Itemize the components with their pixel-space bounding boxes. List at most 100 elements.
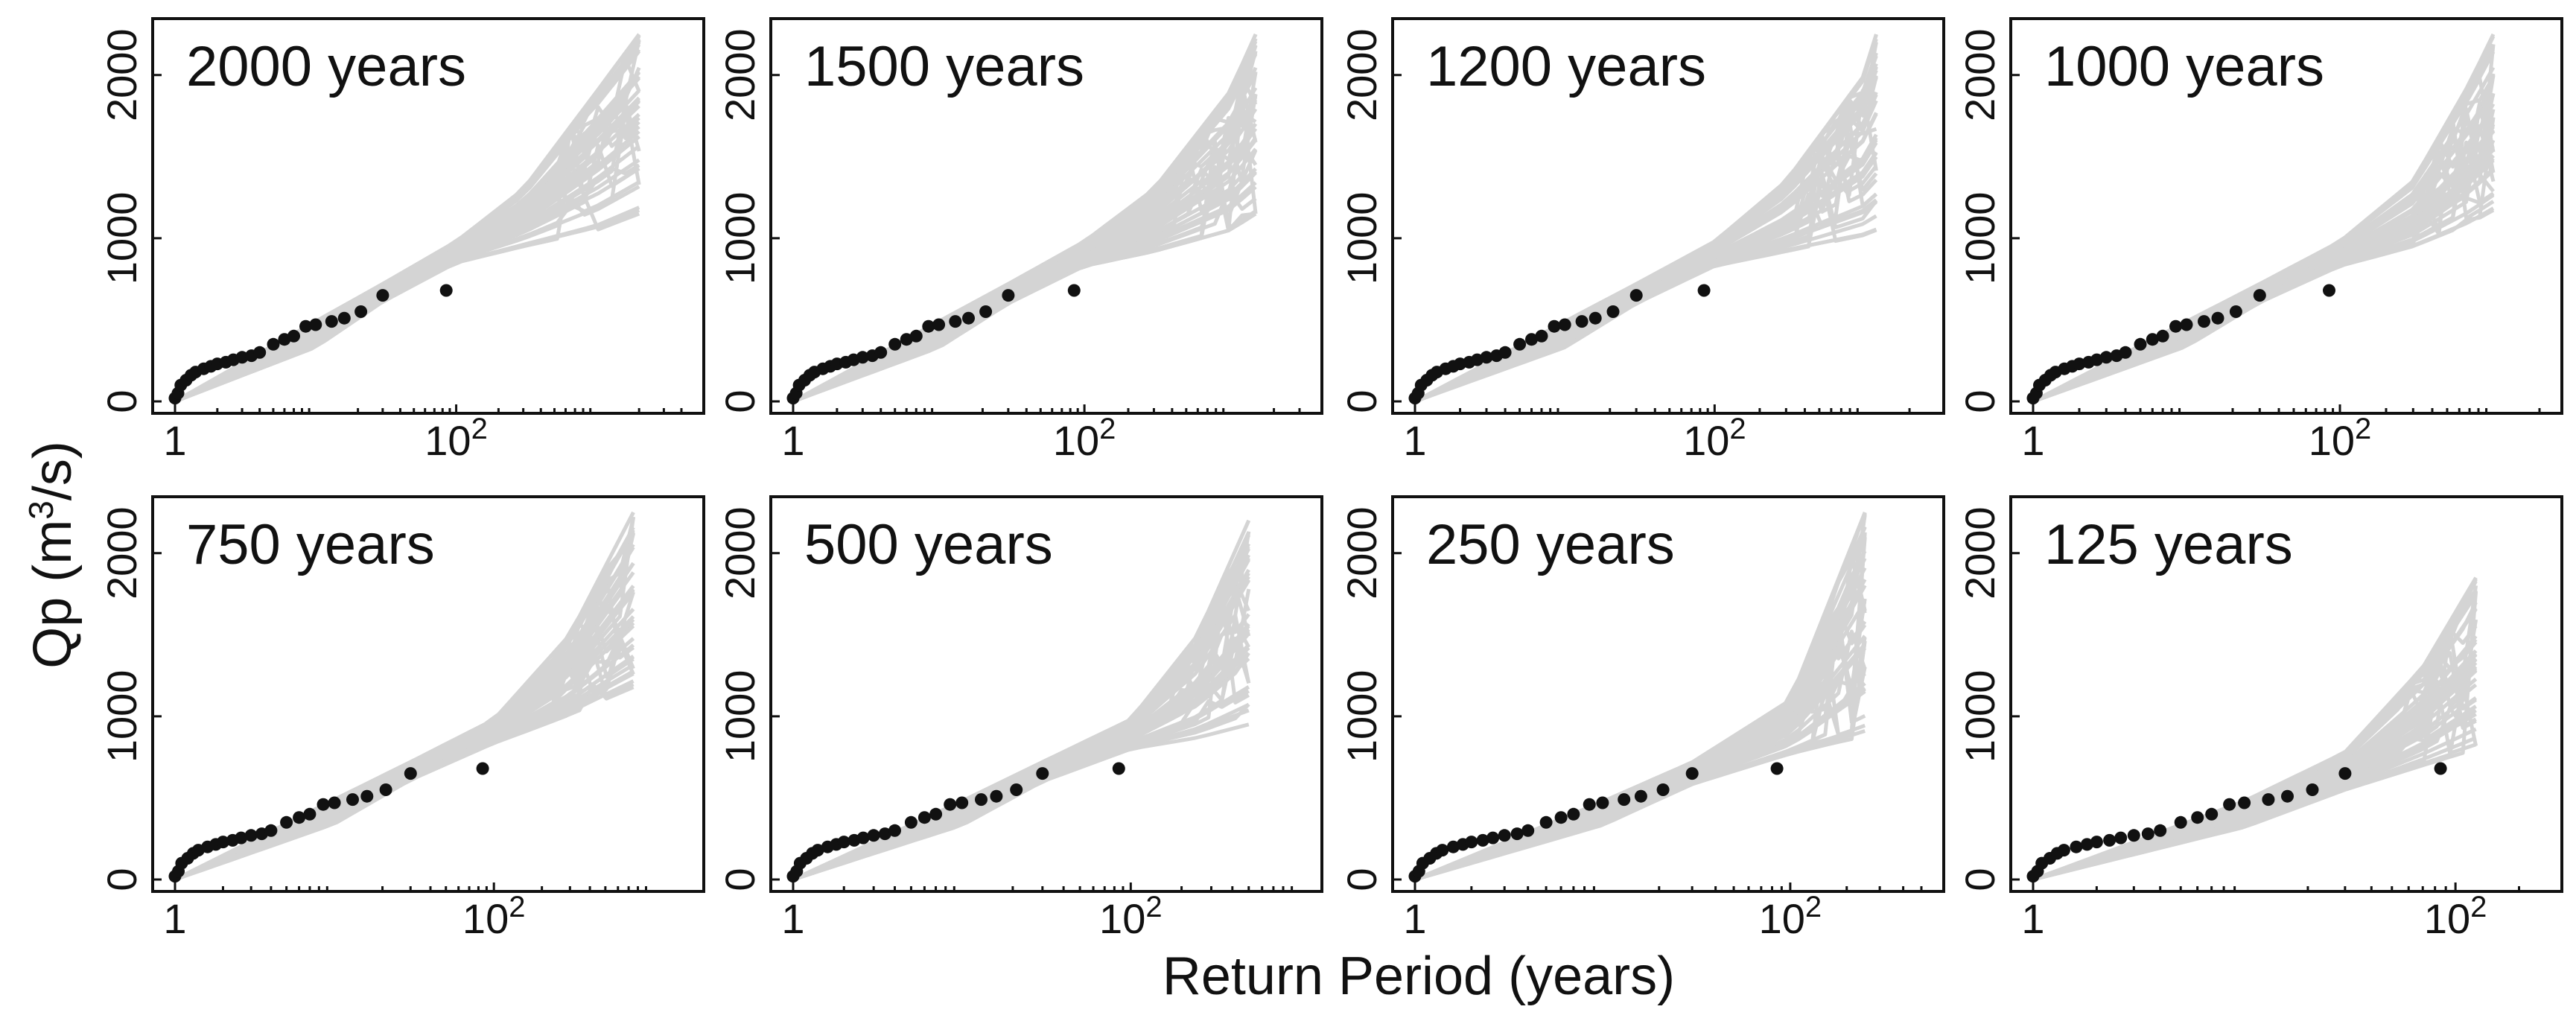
simulated-series-line [174, 562, 635, 882]
x-tick-label: 1 [2021, 417, 2044, 464]
observed-point [244, 829, 258, 842]
y-tick-label: 2000 [98, 506, 145, 599]
observed-point [1010, 783, 1023, 796]
panel-title: 125 years [2044, 513, 2293, 576]
simulated-series-line [792, 557, 1251, 882]
y-tick-label: 2000 [98, 28, 145, 121]
observed-point [235, 831, 248, 845]
observed-point [303, 807, 317, 821]
observed-point [874, 346, 888, 359]
y-tick-label: 0 [1956, 868, 2003, 891]
observed-point [1036, 767, 1049, 780]
y-axis-title: Qp (m3/s) [22, 441, 83, 669]
observed-point [2114, 831, 2128, 845]
observed-point [2229, 305, 2242, 318]
y-tick-label: 0 [1956, 389, 2003, 413]
simulated-series-line [792, 44, 1258, 404]
axes-frame [769, 17, 1323, 415]
simulated-series-line [1413, 100, 1878, 404]
simulated-series-line [792, 554, 1251, 882]
y-tick-label: 2000 [716, 506, 763, 599]
simulated-series-line [792, 98, 1258, 404]
x-tick-label: 1 [163, 417, 186, 464]
observed-point [2070, 840, 2083, 853]
observed-point [2205, 807, 2219, 821]
simulated-series-line [174, 562, 635, 882]
y-tick-label: 2000 [1338, 28, 1385, 121]
y-tick-label: 2000 [1338, 506, 1385, 599]
observed-point [217, 836, 229, 849]
simulated-series-line [2032, 669, 2478, 882]
axes-frame [1391, 17, 1945, 415]
observed-point [1446, 840, 1460, 853]
x-tick-label: 102 [2309, 413, 2372, 464]
observed-point [235, 351, 249, 364]
observed-point [1521, 824, 1535, 837]
y-axis-title-main: Qp (m [23, 520, 83, 669]
simulated-series-group [792, 519, 1251, 882]
panel-title: 250 years [1426, 513, 1675, 576]
observed-point [949, 315, 962, 328]
simulated-series-line [792, 94, 1258, 404]
y-tick-label: 1000 [98, 670, 145, 763]
panel-8: 125 years 0 1000 2000 1 102 [1956, 495, 2563, 942]
observed-point [317, 798, 330, 811]
observed-point [337, 311, 351, 325]
observed-point [328, 796, 341, 810]
y-tick-label: 0 [716, 868, 763, 891]
observed-point [1548, 319, 1561, 333]
simulated-series-line [174, 57, 641, 404]
axes-frame [151, 495, 705, 893]
axes-frame [2009, 495, 2563, 893]
observed-point [2191, 811, 2204, 824]
observed-point [2090, 836, 2103, 849]
y-tick-label: 1000 [716, 192, 763, 285]
panel-title: 1200 years [1426, 35, 1706, 98]
observed-point [2156, 329, 2169, 343]
observed-point [955, 796, 969, 810]
observed-point [280, 815, 293, 829]
observed-point [1575, 315, 1588, 328]
panel-5: 750 years 0 1000 2000 1 102 [98, 495, 705, 942]
observed-point [2090, 353, 2103, 366]
observed-point [1112, 762, 1125, 775]
y-axis-title-superscript: 3 [22, 500, 60, 520]
observed-point [1067, 284, 1081, 297]
observed-point [264, 824, 278, 837]
observed-point [2099, 351, 2113, 364]
panel-title: 1500 years [804, 35, 1084, 98]
x-tick-label: 102 [462, 891, 526, 942]
y-tick-label: 0 [1338, 868, 1385, 891]
axes-frame [1391, 495, 1945, 893]
observed-point [1588, 311, 1602, 325]
panel-title: 500 years [804, 513, 1053, 576]
simulated-series-line [2032, 73, 2496, 404]
observed-point [962, 311, 975, 325]
observed-point [1583, 798, 1596, 811]
observed-point [379, 783, 392, 796]
observed-point [2323, 284, 2335, 297]
x-tick-label: 1 [1403, 417, 1426, 464]
observed-point [932, 318, 946, 331]
observed-point [811, 844, 824, 857]
observed-point [2154, 824, 2167, 837]
simulated-series-line [2032, 651, 2477, 882]
observed-point [267, 337, 280, 351]
simulated-series-line [1413, 69, 1878, 404]
observed-point [1629, 289, 1643, 302]
axes-frame [769, 495, 1323, 893]
observed-point [1634, 789, 1647, 803]
observed-point [1770, 762, 1784, 775]
observed-point [878, 827, 891, 841]
observed-point [346, 793, 359, 807]
observed-point [2134, 337, 2147, 351]
observed-point [1539, 815, 1553, 829]
observed-point [2080, 838, 2093, 851]
observed-point [904, 815, 917, 829]
observed-point [1465, 836, 1478, 849]
y-tick-label: 1000 [716, 670, 763, 763]
x-tick-label: 1 [1403, 895, 1426, 942]
observed-point [1596, 796, 1609, 810]
y-tick-label: 1000 [98, 192, 145, 285]
